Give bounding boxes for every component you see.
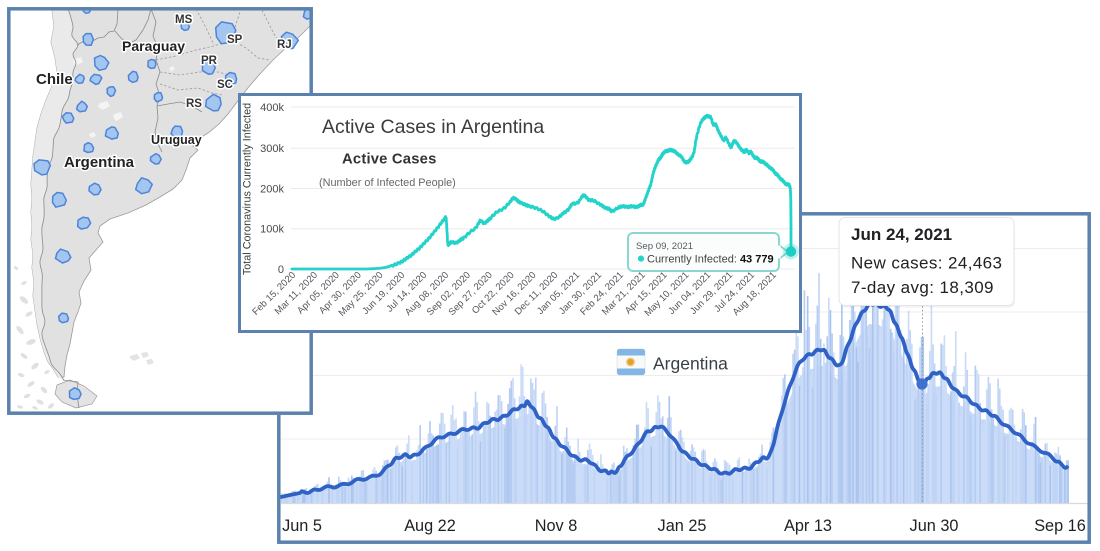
svg-text:Jan 25: Jan 25	[658, 517, 707, 535]
svg-text:PR: PR	[201, 55, 218, 67]
svg-text:Total Coronavirus Currently In: Total Coronavirus Currently Infected	[242, 103, 254, 275]
svg-text:Aug 22: Aug 22	[404, 517, 456, 535]
svg-text:Chile: Chile	[36, 71, 73, 88]
svg-text:Jun 5: Jun 5	[282, 517, 322, 535]
svg-text:Uruguay: Uruguay	[151, 133, 202, 147]
svg-text:0: 0	[278, 264, 284, 276]
svg-text:New cases: 24,463: New cases: 24,463	[851, 254, 1002, 273]
svg-text:Argentina: Argentina	[64, 154, 135, 171]
svg-text:Paraguay: Paraguay	[122, 38, 185, 54]
svg-text:300k: 300k	[260, 143, 284, 155]
svg-text:SP: SP	[227, 34, 243, 46]
svg-text:Nov 8: Nov 8	[535, 517, 578, 535]
svg-text:Active Cases in Argentina: Active Cases in Argentina	[322, 116, 544, 138]
svg-text:Sep 09, 2021: Sep 09, 2021	[636, 241, 693, 252]
svg-text:Active Cases: Active Cases	[342, 152, 437, 168]
svg-text:200k: 200k	[260, 183, 284, 195]
svg-text:Jun 24, 2021: Jun 24, 2021	[851, 225, 952, 244]
svg-text:Argentina: Argentina	[653, 354, 728, 374]
svg-text:RS: RS	[186, 98, 202, 110]
svg-text:Apr 13: Apr 13	[784, 517, 832, 535]
svg-text:Jun 30: Jun 30	[910, 517, 959, 535]
svg-text:MS: MS	[175, 14, 193, 26]
svg-text:400k: 400k	[260, 102, 284, 114]
svg-text:Currently Infected: 43 779: Currently Infected: 43 779	[647, 254, 774, 266]
svg-text:SC: SC	[217, 79, 233, 91]
svg-text:RJ: RJ	[277, 39, 292, 51]
svg-text:Sep 16: Sep 16	[1034, 517, 1086, 535]
svg-text:(Number of Infected People): (Number of Infected People)	[319, 177, 456, 189]
svg-text:100k: 100k	[260, 224, 284, 236]
svg-text:7-day avg: 18,309: 7-day avg: 18,309	[851, 278, 994, 297]
